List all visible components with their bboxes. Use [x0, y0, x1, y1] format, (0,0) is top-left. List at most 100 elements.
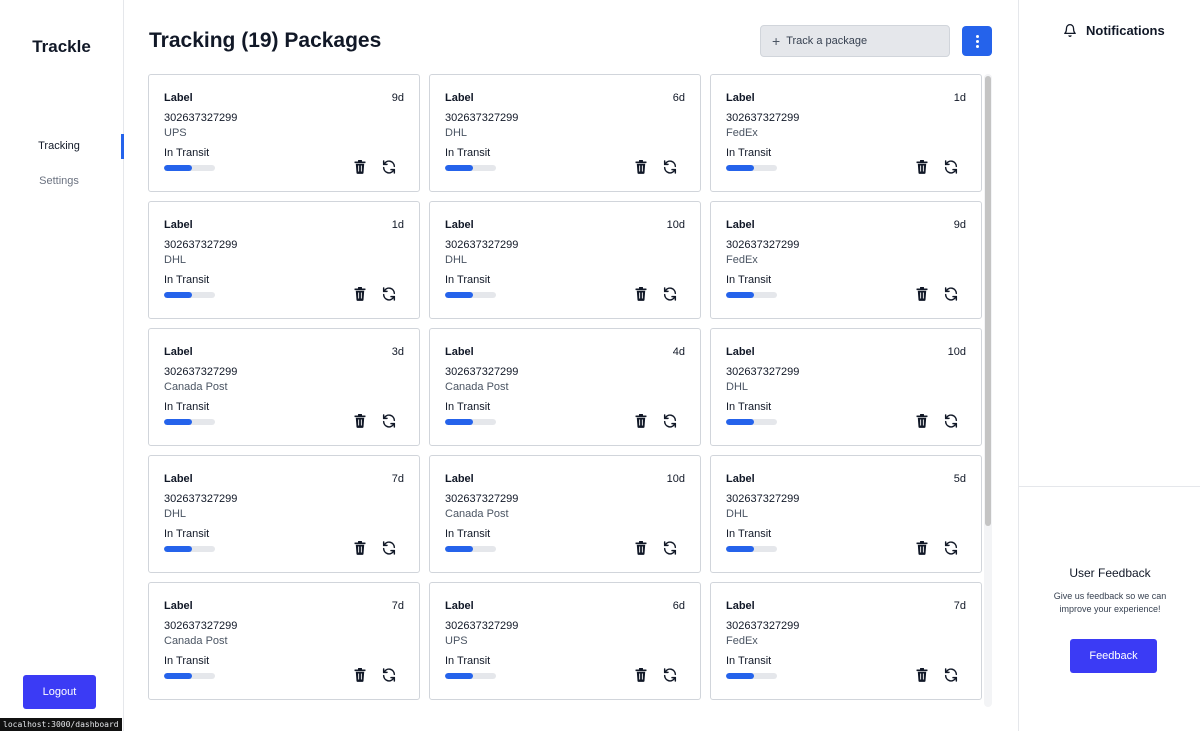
package-status: In Transit — [726, 147, 772, 159]
tracking-number: 302637327299 — [445, 112, 519, 124]
refresh-icon[interactable] — [943, 413, 959, 429]
package-status: In Transit — [445, 401, 491, 413]
trash-icon[interactable] — [916, 541, 928, 555]
feedback-button[interactable]: Feedback — [1070, 639, 1157, 673]
trash-icon[interactable] — [635, 668, 647, 682]
trash-icon[interactable] — [916, 287, 928, 301]
package-card[interactable]: Label 3d 302637327299 Canada Post In Transit — [148, 328, 420, 446]
scrollbar[interactable] — [984, 74, 992, 707]
package-label: Label — [445, 219, 474, 231]
trash-icon[interactable] — [354, 287, 366, 301]
logout-button[interactable]: Logout — [23, 675, 96, 709]
package-card[interactable]: Label 10d 302637327299 DHL In Transit — [710, 328, 982, 446]
package-age: 7d — [391, 473, 404, 485]
package-age: 1d — [391, 219, 404, 231]
package-card[interactable]: Label 7d 302637327299 DHL In Transit — [148, 455, 420, 573]
package-card[interactable]: Label 1d 302637327299 FedEx In Transit — [710, 74, 982, 192]
package-label: Label — [445, 346, 474, 358]
refresh-icon[interactable] — [381, 286, 397, 302]
feedback-description: Give us feedback so we can improve your … — [1053, 591, 1167, 614]
progress-bar-fill — [445, 546, 474, 552]
package-age: 10d — [947, 346, 966, 358]
tracking-number: 302637327299 — [726, 112, 800, 124]
package-card[interactable]: Label 7d 302637327299 FedEx In Transit — [710, 582, 982, 700]
sidebar-item-settings[interactable]: Settings — [39, 175, 79, 187]
package-status: In Transit — [164, 147, 210, 159]
plus-icon: + — [772, 33, 781, 49]
tracking-number: 302637327299 — [445, 366, 519, 378]
package-card[interactable]: Label 7d 302637327299 Canada Post In Transit — [148, 582, 420, 700]
carrier-name: DHL — [164, 508, 187, 520]
refresh-icon[interactable] — [943, 286, 959, 302]
trash-icon[interactable] — [354, 160, 366, 174]
refresh-icon[interactable] — [943, 667, 959, 683]
carrier-name: Canada Post — [164, 381, 228, 393]
track-package-button[interactable]: + Track a package — [760, 25, 950, 57]
trash-icon[interactable] — [916, 668, 928, 682]
package-age: 10d — [666, 473, 685, 485]
carrier-name: FedEx — [726, 635, 758, 647]
refresh-icon[interactable] — [943, 159, 959, 175]
trash-icon[interactable] — [354, 668, 366, 682]
progress-bar-fill — [164, 292, 193, 298]
package-card[interactable]: Label 9d 302637327299 FedEx In Transit — [710, 201, 982, 319]
refresh-icon[interactable] — [943, 540, 959, 556]
package-label: Label — [726, 346, 755, 358]
progress-bar-fill — [726, 673, 755, 679]
refresh-icon[interactable] — [662, 413, 678, 429]
refresh-icon[interactable] — [381, 159, 397, 175]
package-card[interactable]: Label 10d 302637327299 Canada Post In Transi… — [429, 455, 701, 573]
package-status: In Transit — [445, 528, 491, 540]
trash-icon[interactable] — [635, 541, 647, 555]
package-card[interactable]: Label 6d 302637327299 DHL In Transit — [429, 74, 701, 192]
refresh-icon[interactable] — [662, 667, 678, 683]
brand-logo: Trackle — [32, 37, 91, 56]
progress-bar-fill — [445, 165, 474, 171]
package-card[interactable]: Label 1d 302637327299 DHL In Transit — [148, 201, 420, 319]
progress-bar — [726, 419, 777, 425]
refresh-icon[interactable] — [662, 286, 678, 302]
trash-icon[interactable] — [916, 160, 928, 174]
carrier-name: DHL — [445, 254, 468, 266]
refresh-icon[interactable] — [662, 159, 678, 175]
trash-icon[interactable] — [354, 414, 366, 428]
package-card[interactable]: Label 5d 302637327299 DHL In Transit — [710, 455, 982, 573]
refresh-icon[interactable] — [662, 540, 678, 556]
progress-bar — [445, 546, 496, 552]
package-age: 4d — [672, 346, 685, 358]
progress-bar — [445, 673, 496, 679]
tracking-number: 302637327299 — [164, 620, 238, 632]
package-card[interactable]: Label 6d 302637327299 UPS In Transit — [429, 582, 701, 700]
scrollbar-thumb[interactable] — [985, 76, 991, 526]
package-label: Label — [445, 473, 474, 485]
tracking-number: 302637327299 — [726, 239, 800, 251]
trash-icon[interactable] — [635, 287, 647, 301]
refresh-icon[interactable] — [381, 540, 397, 556]
progress-bar-fill — [445, 292, 474, 298]
package-label: Label — [164, 92, 193, 104]
trash-icon[interactable] — [354, 541, 366, 555]
progress-bar — [726, 673, 777, 679]
package-label: Label — [445, 92, 474, 104]
trash-icon[interactable] — [635, 160, 647, 174]
package-label: Label — [164, 346, 193, 358]
tracking-number: 302637327299 — [726, 620, 800, 632]
more-options-button[interactable] — [962, 26, 992, 56]
trash-icon[interactable] — [916, 414, 928, 428]
more-vertical-icon-dot — [975, 34, 979, 38]
carrier-name: DHL — [164, 254, 187, 266]
more-vertical-icon-dot — [975, 44, 979, 48]
package-card[interactable]: Label 9d 302637327299 UPS In Transit — [148, 74, 420, 192]
package-card[interactable]: Label 4d 302637327299 Canada Post In Transit — [429, 328, 701, 446]
refresh-icon[interactable] — [381, 667, 397, 683]
package-label: Label — [164, 473, 193, 485]
status-bar-url: localhost:3000/dashboard — [0, 718, 122, 731]
package-status: In Transit — [726, 528, 772, 540]
progress-bar-fill — [726, 292, 755, 298]
trash-icon[interactable] — [635, 414, 647, 428]
sidebar-item-tracking[interactable]: Tracking — [38, 140, 80, 152]
carrier-name: DHL — [445, 127, 468, 139]
package-card[interactable]: Label 10d 302637327299 DHL In Transit — [429, 201, 701, 319]
refresh-icon[interactable] — [381, 413, 397, 429]
